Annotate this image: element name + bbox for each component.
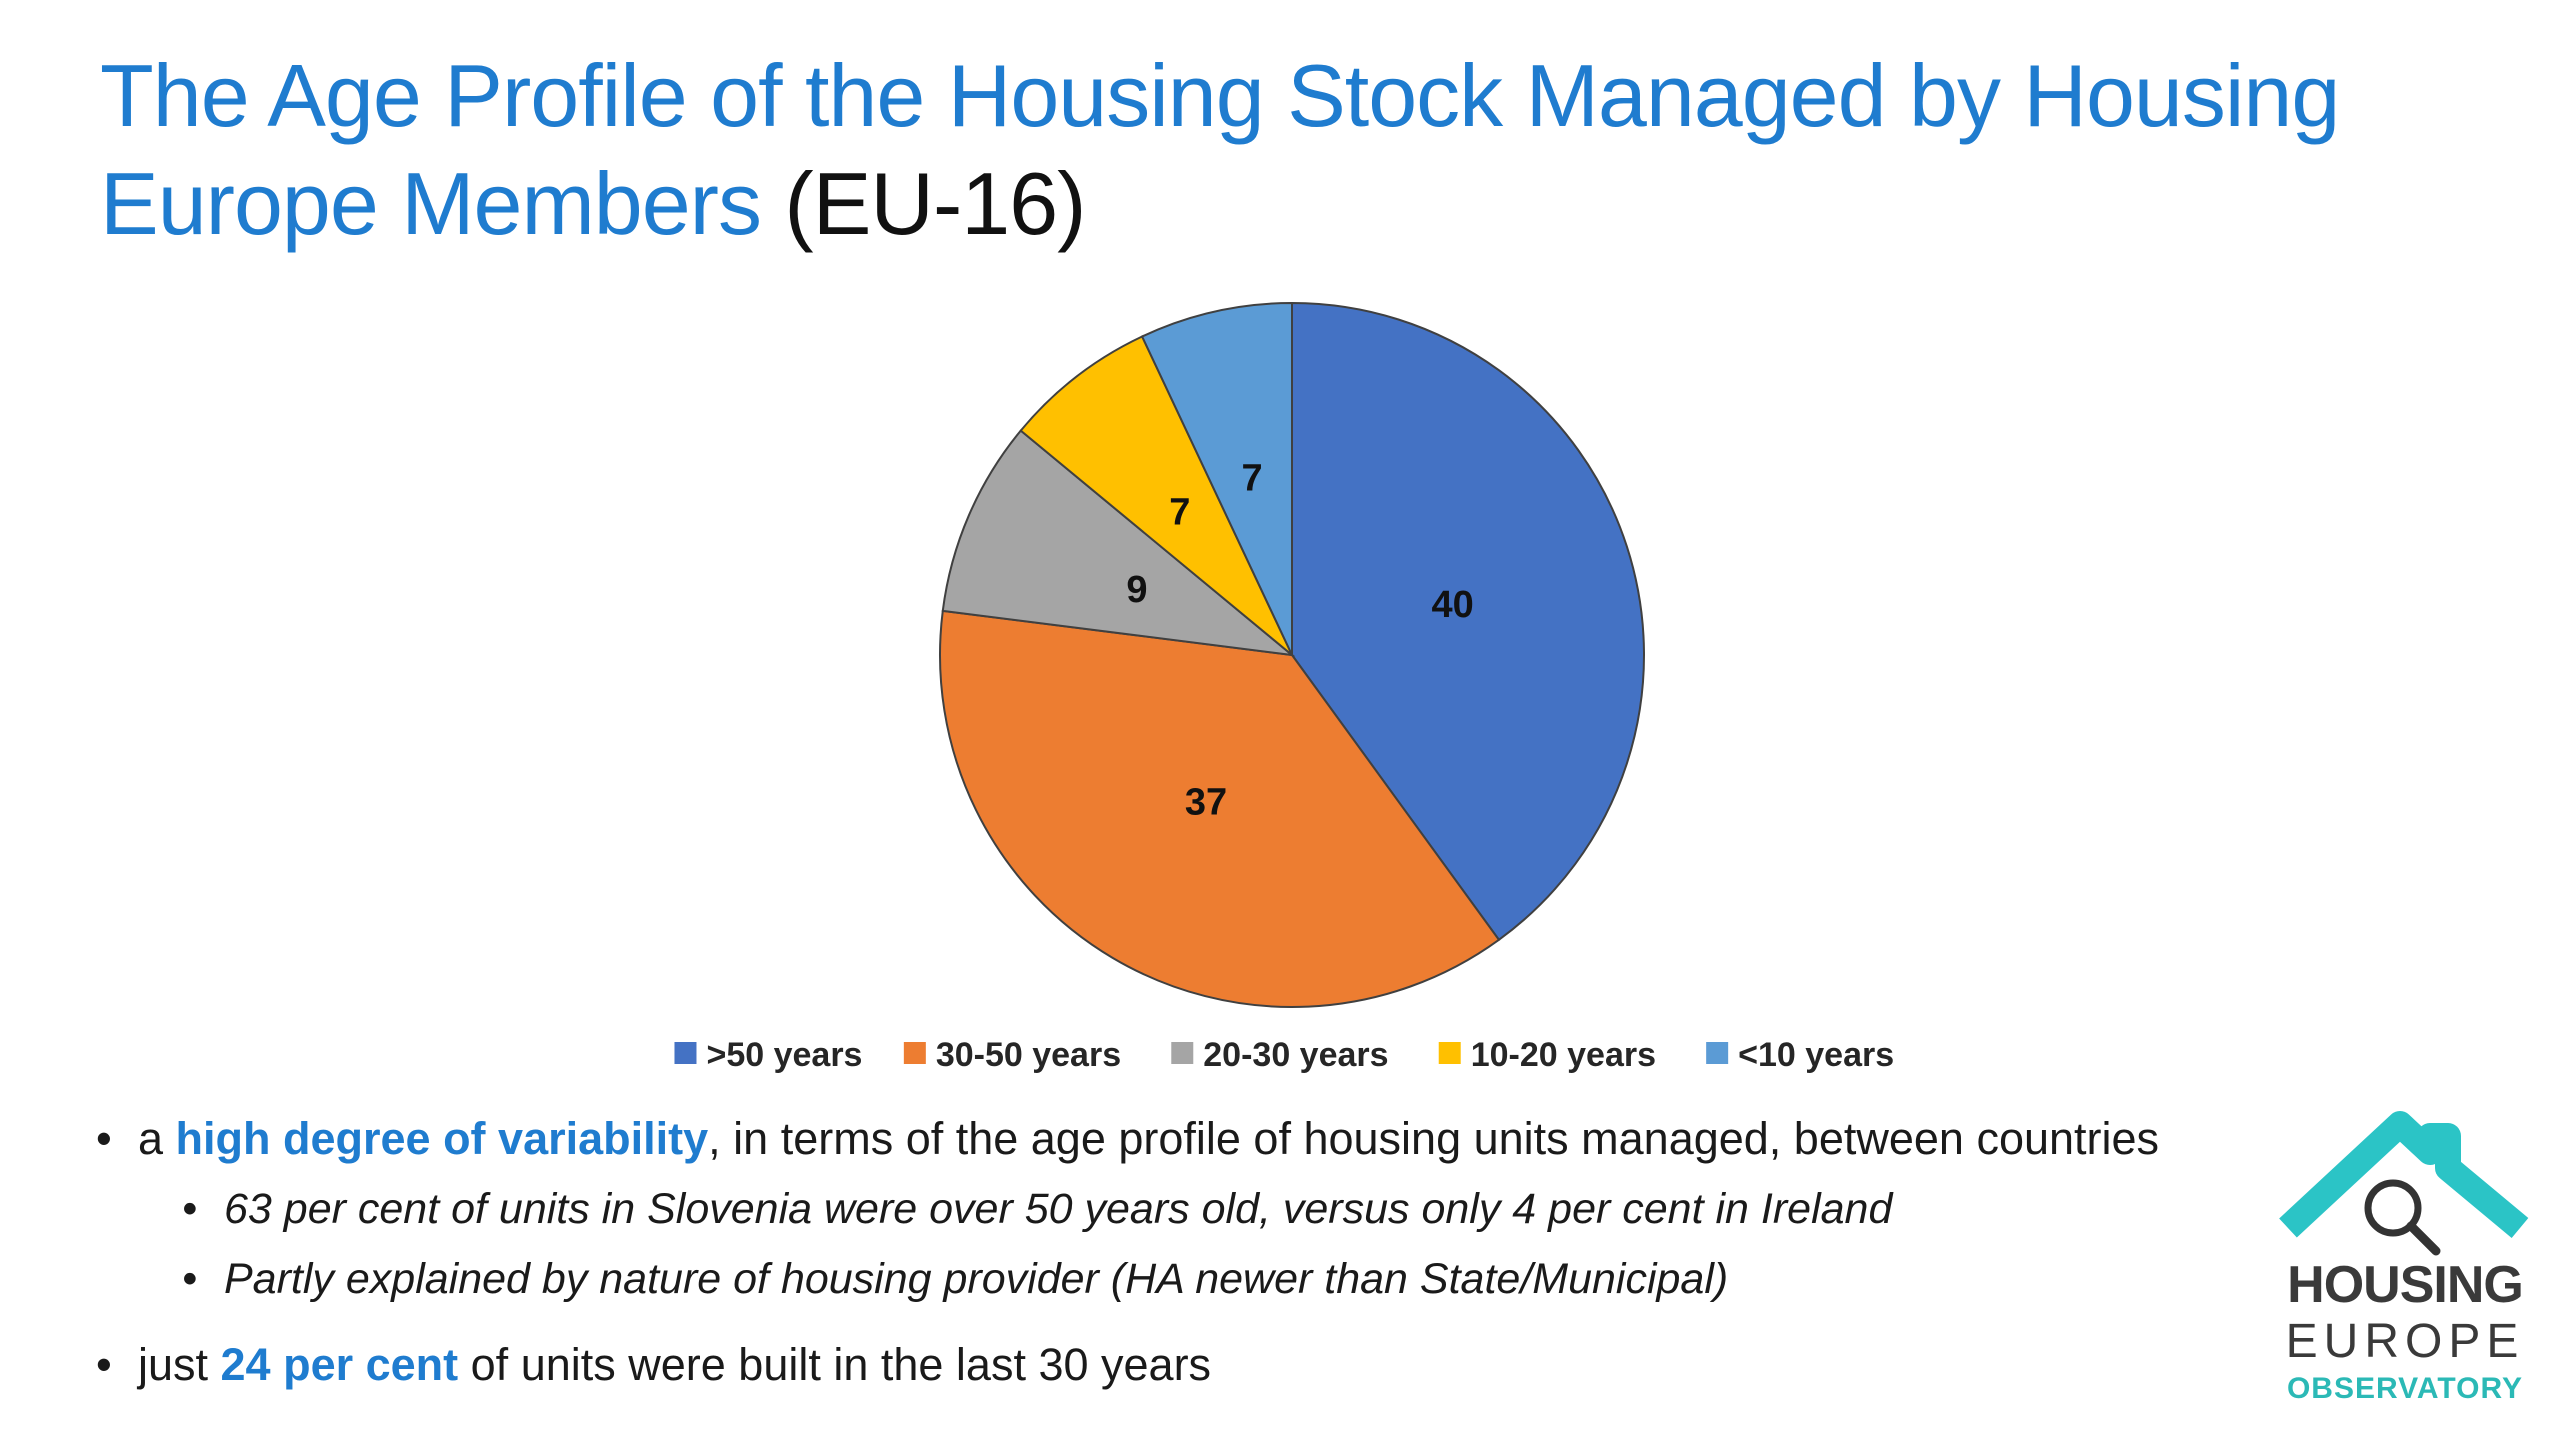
- pie-slice: [1019, 335, 1293, 656]
- legend-swatch: [1438, 1042, 1461, 1064]
- pie-slice: [939, 609, 1501, 1008]
- bullet-text: a: [138, 1113, 176, 1164]
- pie-slice: [941, 429, 1296, 657]
- logo-text-europe: EUROPE: [2285, 1315, 2525, 1368]
- bullet-highlight: high degree of variability: [175, 1113, 709, 1164]
- slide-title-main: The Age Profile of the Housing Stock Man…: [100, 46, 2340, 253]
- legend-label: >50 years: [706, 1036, 862, 1074]
- legend-label: 30-50 years: [936, 1036, 1121, 1074]
- bullet-variability: a high degree of variability, in terms o…: [96, 1104, 2276, 1174]
- pie-slice: [1291, 301, 1645, 942]
- logo-text-observatory: OBSERVATORY: [2286, 1372, 2524, 1405]
- pie-data-label: 37: [1185, 781, 1227, 823]
- sub-bullet-provider: Partly explained by nature of housing pr…: [182, 1244, 2276, 1314]
- pie-data-label: 7: [1169, 491, 1190, 533]
- bullet-text: , in terms of the age profile of housing…: [708, 1113, 2160, 1164]
- legend-label: 10-20 years: [1471, 1036, 1656, 1074]
- pie-data-label: 7: [1242, 457, 1263, 499]
- bullet-text: of units were built in the last 30 years: [458, 1339, 1212, 1390]
- legend-swatch: [1706, 1042, 1729, 1064]
- bullet-last-30-years: just 24 per cent of units were built in …: [96, 1330, 2276, 1400]
- pie-slice: [1140, 301, 1293, 656]
- pie-data-label: 40: [1432, 584, 1474, 626]
- legend-swatch: [674, 1042, 697, 1064]
- magnifier-house-icon: [2279, 1111, 2529, 1256]
- bullet-highlight: 24 per cent: [220, 1339, 459, 1390]
- legend-label: <10 years: [1738, 1036, 1894, 1074]
- logo-text-housing: HOUSING: [2287, 1256, 2524, 1314]
- bullet-text: just: [138, 1339, 221, 1390]
- housing-europe-observatory-logo: HOUSING EUROPE OBSERVATORY: [2270, 1110, 2540, 1410]
- bullet-list: a high degree of variability, in terms o…: [96, 1104, 2276, 1400]
- legend-swatch: [1171, 1042, 1194, 1064]
- legend-label: 20-30 years: [1203, 1036, 1388, 1074]
- slide-title-suffix: (EU-16): [784, 154, 1086, 253]
- legend-swatch: [903, 1042, 926, 1064]
- slide-title: The Age Profile of the Housing Stock Man…: [100, 42, 2500, 258]
- pie-data-label: 9: [1126, 569, 1147, 611]
- sub-bullet-slovenia: 63 per cent of units in Slovenia were ov…: [182, 1174, 2276, 1244]
